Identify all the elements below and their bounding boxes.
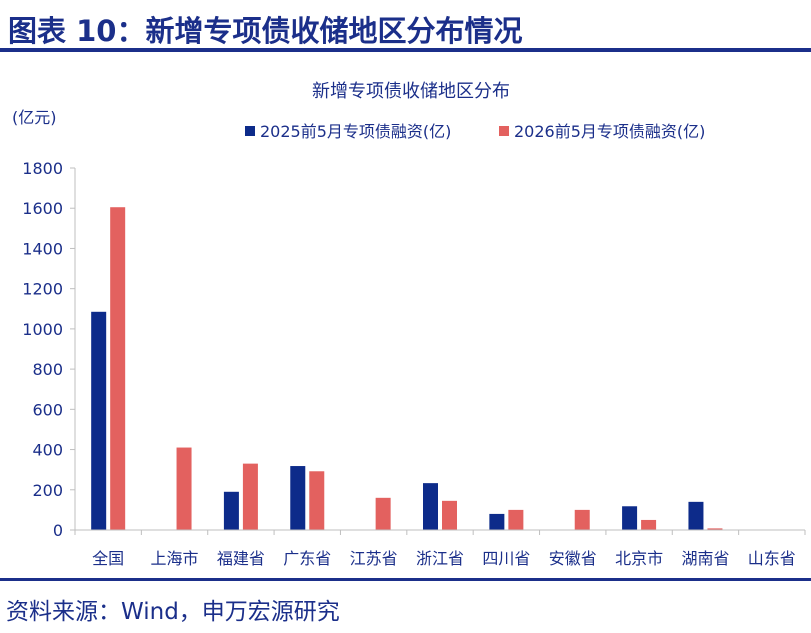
bar [223,491,239,530]
bar [489,513,505,530]
bar [91,311,107,530]
y-tick-label: 1600 [22,199,63,218]
bar [707,528,723,530]
y-axis-label: (亿元) [12,108,57,127]
bar [176,447,192,530]
figure-title: 图表 10：新增专项债收储地区分布情况 [8,14,523,48]
y-tick-label: 600 [32,400,63,419]
y-tick-label: 1400 [22,239,63,258]
x-tick-label: 浙江省 [416,549,464,568]
bar [641,519,657,530]
y-tick-label: 0 [53,521,63,540]
x-axis: 全国 上海市 福建省 广东省 江苏省 浙江省 四川省 安徽省 北京市 湖南省 山东省 [74,529,806,568]
y-tick-label: 1800 [22,159,63,178]
legend-label: 2025前5月专项债融资(亿) [260,122,451,141]
x-tick-label: 安徽省 [549,549,597,568]
legend-swatch [245,126,255,136]
bar [110,207,126,530]
bars [91,207,723,530]
x-tick-label: 四川省 [482,549,530,568]
x-tick-label: 上海市 [151,549,199,568]
y-tick-label: 400 [32,441,63,460]
bar [242,463,258,530]
x-tick-label: 江苏省 [350,549,398,568]
bar [442,500,457,530]
title-rule [0,48,811,52]
y-tick-label: 1200 [22,280,63,299]
x-tick-label: 全国 [92,549,124,568]
y-axis: 0 200 400 600 800 1000 1200 1400 1600 1800 [22,159,76,540]
bar [688,501,704,530]
y-tick-label: 800 [32,360,63,379]
bar [423,483,438,530]
chart-title: 新增专项债收储地区分布 [312,81,510,102]
x-tick-label: 广东省 [283,549,331,568]
source-note: 资料来源：Wind，申万宏源研究 [6,599,340,625]
legend-label: 2026前5月专项债融资(亿) [514,122,705,141]
legend: 2025前5月专项债融资(亿) 2026前5月专项债融资(亿) [245,122,705,141]
bar [290,466,306,530]
legend-swatch [499,126,509,136]
bar [622,506,638,530]
x-tick-label: 北京市 [615,549,663,568]
y-tick-label: 200 [32,481,63,500]
bar [375,497,391,530]
x-tick-label: 山东省 [748,549,796,568]
bar [574,509,590,530]
bar-chart: 新增专项债收储地区分布 (亿元) 2025前5月专项债融资(亿) 2026前5月专… [12,81,806,568]
bar [309,471,325,530]
x-tick-label: 湖南省 [681,549,729,568]
x-tick-label: 福建省 [217,549,265,568]
bar [508,509,524,530]
footer-rule [0,578,811,581]
y-tick-label: 1000 [22,320,63,339]
